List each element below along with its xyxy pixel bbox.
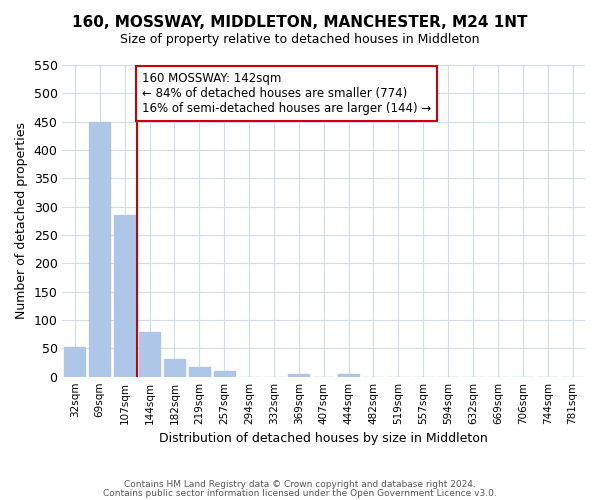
Bar xyxy=(338,374,359,376)
Bar xyxy=(189,367,210,376)
Bar xyxy=(214,371,235,376)
Text: Contains HM Land Registry data © Crown copyright and database right 2024.: Contains HM Land Registry data © Crown c… xyxy=(124,480,476,489)
Bar xyxy=(139,332,160,376)
Y-axis label: Number of detached properties: Number of detached properties xyxy=(15,122,28,320)
Bar xyxy=(164,358,185,376)
Text: Size of property relative to detached houses in Middleton: Size of property relative to detached ho… xyxy=(120,32,480,46)
Bar xyxy=(64,346,85,376)
Bar xyxy=(89,122,110,376)
Text: 160, MOSSWAY, MIDDLETON, MANCHESTER, M24 1NT: 160, MOSSWAY, MIDDLETON, MANCHESTER, M24… xyxy=(72,15,528,30)
Bar xyxy=(114,215,135,376)
Text: 160 MOSSWAY: 142sqm
← 84% of detached houses are smaller (774)
16% of semi-detac: 160 MOSSWAY: 142sqm ← 84% of detached ho… xyxy=(142,72,431,115)
Bar xyxy=(288,374,310,376)
X-axis label: Distribution of detached houses by size in Middleton: Distribution of detached houses by size … xyxy=(160,432,488,445)
Text: Contains public sector information licensed under the Open Government Licence v3: Contains public sector information licen… xyxy=(103,489,497,498)
